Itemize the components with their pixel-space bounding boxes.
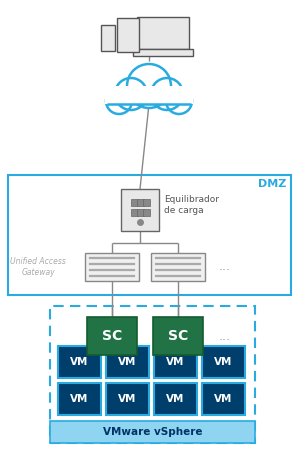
- Bar: [137, 17, 189, 49]
- Bar: [117, 18, 139, 52]
- Text: DMZ: DMZ: [258, 179, 286, 189]
- Bar: [101, 25, 115, 51]
- Bar: [130, 198, 138, 206]
- Bar: [85, 253, 139, 281]
- Text: VM: VM: [70, 394, 89, 404]
- Bar: [143, 198, 150, 206]
- Text: SC: SC: [102, 329, 122, 343]
- Bar: [121, 189, 159, 231]
- Bar: [155, 275, 201, 277]
- Text: ...: ...: [219, 260, 231, 274]
- Text: VM: VM: [118, 357, 137, 367]
- Text: VM: VM: [214, 357, 233, 367]
- Bar: [50, 306, 255, 443]
- Bar: [154, 346, 197, 378]
- Bar: [106, 383, 149, 415]
- Text: VM: VM: [118, 394, 137, 404]
- Bar: [155, 263, 201, 265]
- Bar: [154, 383, 197, 415]
- Text: Unified Access
Gateway: Unified Access Gateway: [10, 257, 66, 277]
- Text: VMware vSphere: VMware vSphere: [103, 427, 202, 437]
- Text: Equilibrador
de carga: Equilibrador de carga: [164, 195, 219, 215]
- Circle shape: [127, 64, 171, 108]
- Bar: [133, 49, 193, 56]
- Bar: [155, 256, 201, 259]
- Bar: [50, 421, 255, 443]
- Circle shape: [115, 78, 147, 110]
- Bar: [87, 317, 137, 355]
- Bar: [137, 208, 144, 216]
- Bar: [58, 383, 101, 415]
- Bar: [202, 346, 245, 378]
- Bar: [202, 383, 245, 415]
- Bar: [89, 263, 135, 265]
- Text: VM: VM: [214, 394, 233, 404]
- Text: VM: VM: [166, 394, 185, 404]
- Bar: [153, 317, 203, 355]
- Text: ...: ...: [219, 329, 231, 342]
- Bar: [106, 346, 149, 378]
- Bar: [130, 208, 138, 216]
- Bar: [155, 269, 201, 271]
- Circle shape: [166, 88, 192, 114]
- Bar: [89, 269, 135, 271]
- Bar: [89, 275, 135, 277]
- Bar: [89, 256, 135, 259]
- Bar: [58, 346, 101, 378]
- Bar: [8, 175, 291, 295]
- Text: VM: VM: [166, 357, 185, 367]
- Circle shape: [106, 88, 132, 114]
- Bar: [143, 208, 150, 216]
- Text: SC: SC: [168, 329, 188, 343]
- Bar: [151, 253, 205, 281]
- Text: VM: VM: [70, 357, 89, 367]
- Circle shape: [151, 78, 183, 110]
- Bar: [105, 86, 193, 104]
- Bar: [137, 198, 144, 206]
